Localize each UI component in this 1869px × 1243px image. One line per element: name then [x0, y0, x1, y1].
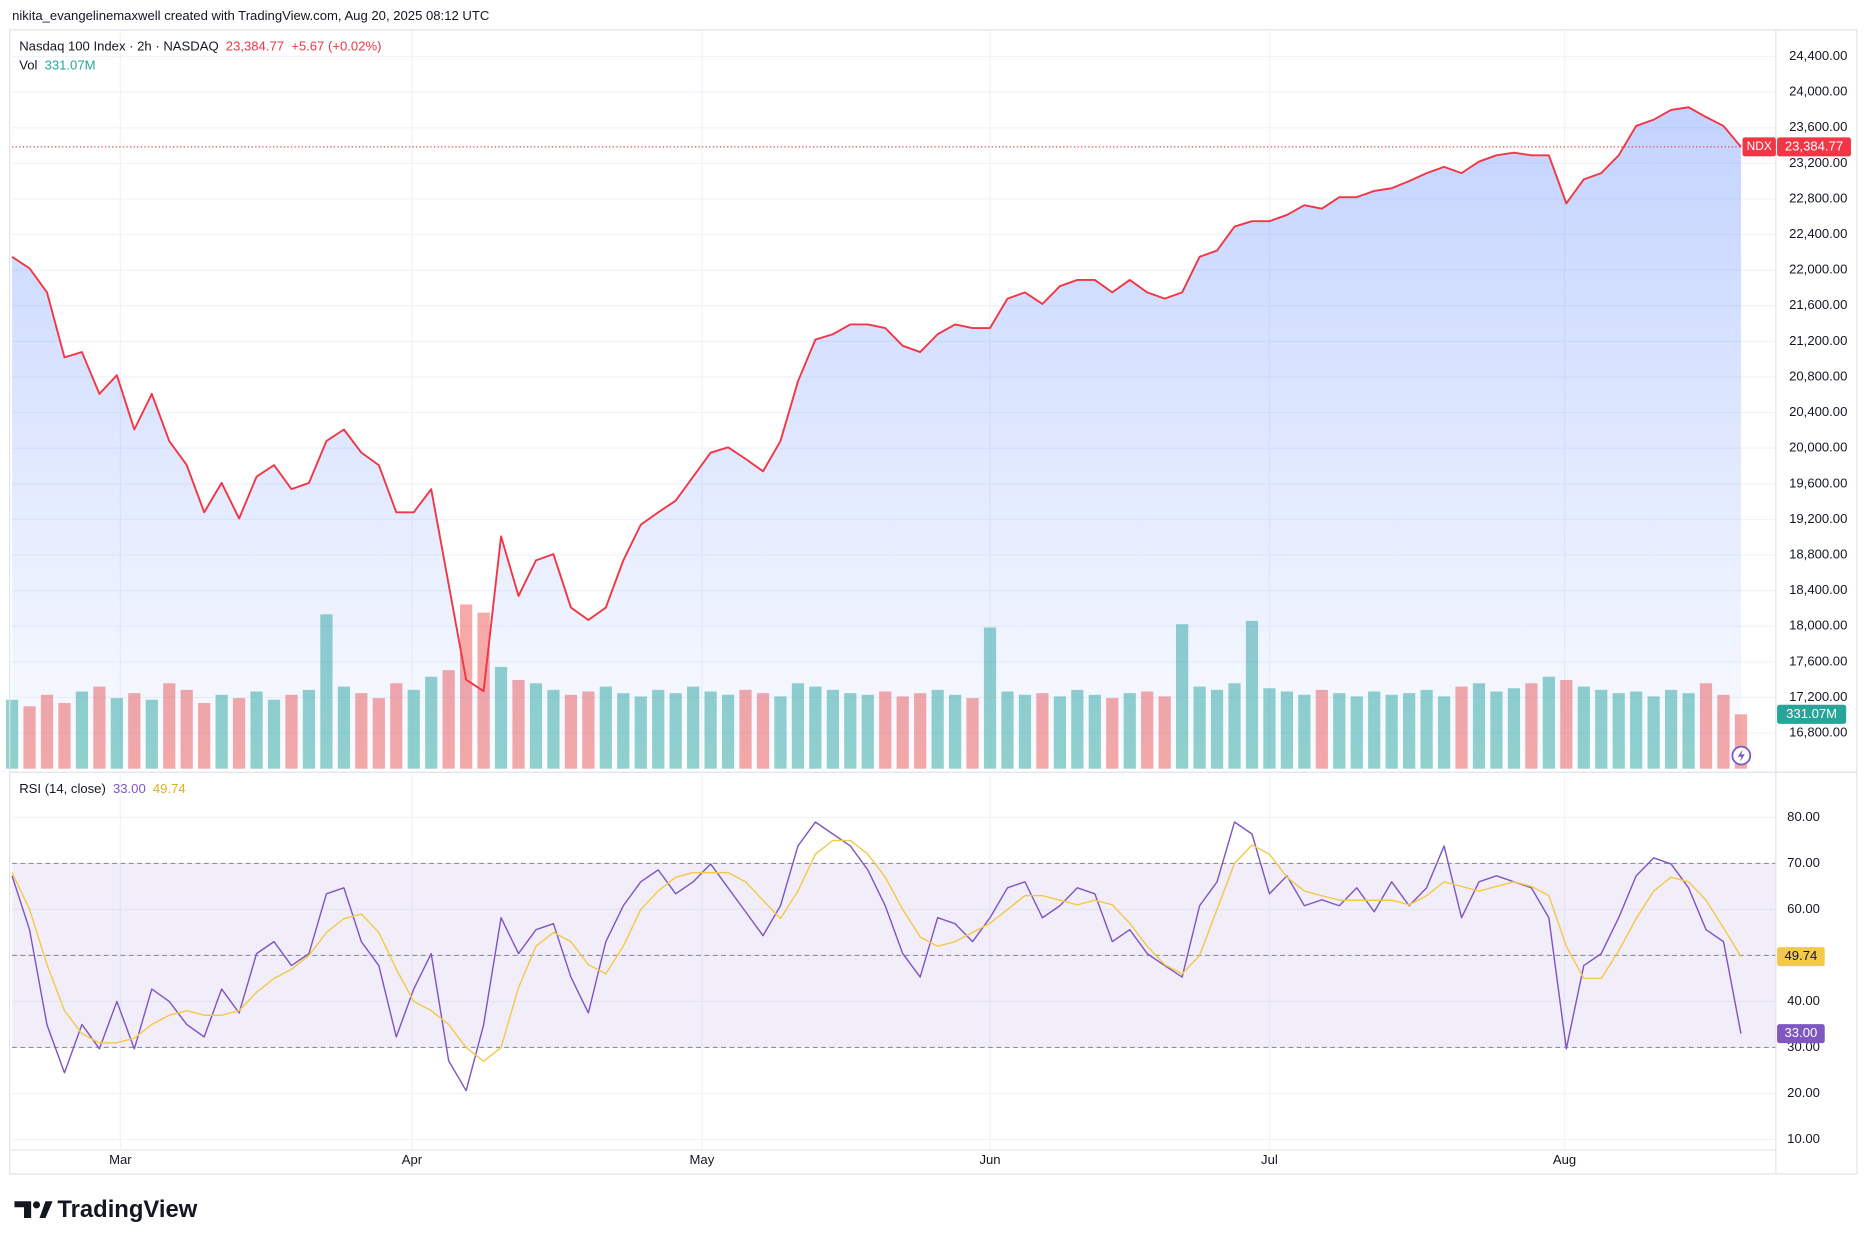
y-tick-label: 23,200.00 — [1789, 155, 1847, 170]
rsi-tick-label: 60.00 — [1787, 901, 1820, 916]
y-tick-label: 19,600.00 — [1789, 475, 1847, 490]
rsi-ma-line — [11, 839, 1742, 1062]
rsi-tick-label: 40.00 — [1787, 993, 1820, 1008]
rsi-name: RSI (14, close) — [19, 782, 106, 797]
volume-last: 331.07M — [45, 58, 96, 73]
brand-logo: TradingView — [14, 1196, 198, 1223]
y-tick-label: 20,000.00 — [1789, 440, 1847, 455]
symbol-badge-label: NDX — [1747, 139, 1772, 153]
last-price: 23,384.77 — [226, 39, 284, 54]
rsi-tick-label: 10.00 — [1787, 1131, 1820, 1146]
x-tick-label: Mar — [109, 1152, 132, 1167]
y-tick-label: 21,200.00 — [1789, 333, 1847, 348]
y-tick-label: 17,600.00 — [1789, 653, 1847, 668]
rsi-band — [12, 863, 1776, 1048]
y-tick-label: 17,200.00 — [1789, 689, 1847, 704]
y-tick-label: 22,800.00 — [1789, 190, 1847, 205]
y-tick-label: 21,600.00 — [1789, 297, 1847, 312]
rsi-last: 33.00 — [113, 782, 146, 797]
y-tick-label: 18,800.00 — [1789, 546, 1847, 561]
volume-legend: Vol 331.07M — [19, 58, 95, 73]
price-change: +5.67 (+0.02%) — [291, 39, 381, 54]
logo-mark — [14, 1201, 32, 1218]
rsi-badge-label: 49.74 — [1785, 948, 1818, 963]
y-tick-label: 24,000.00 — [1789, 84, 1847, 99]
y-tick-label: 19,200.00 — [1789, 511, 1847, 526]
alert-bolt — [1737, 749, 1745, 762]
rsi-badge — [1777, 1024, 1825, 1044]
logo-slash — [39, 1201, 53, 1218]
x-tick-label: Jul — [1261, 1152, 1278, 1167]
x-tick-label: Aug — [1553, 1152, 1576, 1167]
y-tick-label: 22,400.00 — [1789, 226, 1847, 241]
symbol-badge — [1742, 137, 1776, 157]
x-tick-label: Jun — [979, 1152, 1000, 1167]
rsi-line — [11, 821, 1742, 1092]
price-badge — [1777, 137, 1851, 157]
y-tick-label: 18,400.00 — [1789, 582, 1847, 597]
x-tick-label: May — [690, 1152, 715, 1167]
rsi-tick-label: 70.00 — [1787, 855, 1820, 870]
volume-name: Vol — [19, 58, 37, 73]
volume-badge — [1777, 704, 1847, 724]
rsi-badge — [1777, 947, 1825, 967]
y-tick-label: 20,800.00 — [1789, 368, 1847, 383]
y-tick-label: 22,000.00 — [1789, 262, 1847, 277]
x-tick-label: Apr — [402, 1152, 423, 1167]
logo-dot — [32, 1201, 41, 1209]
price-badge-label: 23,384.77 — [1785, 138, 1843, 153]
brand-name: TradingView — [57, 1196, 197, 1223]
creator-line: nikita_evangelinemaxwell created with Tr… — [12, 8, 489, 23]
y-tick-label: 20,400.00 — [1789, 404, 1847, 419]
y-tick-label: 24,400.00 — [1789, 48, 1847, 63]
legend-line: Nasdaq 100 Index · 2h · NASDAQ 23,384.77 +… — [19, 39, 381, 54]
price-line — [11, 106, 1742, 693]
volume-badge-label: 331.07M — [1786, 706, 1837, 721]
rsi-tick-label: 80.00 — [1787, 809, 1820, 824]
rsi-legend: RSI (14, close) 33.00 49.74 — [19, 782, 185, 797]
rsi-badge-label: 33.00 — [1785, 1025, 1818, 1040]
y-tick-label: 16,800.00 — [1789, 725, 1847, 740]
rsi-ma-last: 49.74 — [153, 782, 186, 797]
price-area — [12, 107, 1741, 769]
marks — [5, 106, 1776, 1092]
frame — [9, 29, 1858, 1175]
y-tick-label: 23,600.00 — [1789, 119, 1847, 134]
y-tick-label: 18,000.00 — [1789, 618, 1847, 633]
symbol-title: Nasdaq 100 Index · 2h · NASDAQ — [19, 39, 218, 54]
rsi-tick-label: 20.00 — [1787, 1085, 1820, 1100]
